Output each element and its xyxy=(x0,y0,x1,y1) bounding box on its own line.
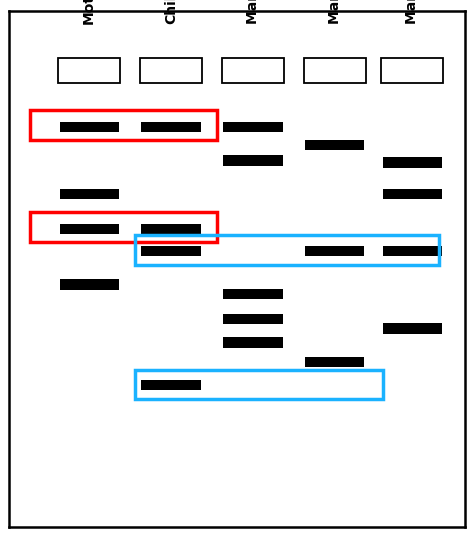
Bar xyxy=(223,155,283,166)
Bar xyxy=(60,122,118,132)
Text: Child: Child xyxy=(164,0,178,24)
Text: Man 3: Man 3 xyxy=(405,0,419,24)
Bar xyxy=(383,158,442,168)
Bar xyxy=(304,58,365,82)
Bar xyxy=(382,58,443,82)
Bar xyxy=(305,140,365,150)
Bar xyxy=(60,189,118,199)
Bar xyxy=(141,122,201,132)
Bar xyxy=(223,337,283,348)
Bar xyxy=(30,110,217,140)
Bar xyxy=(140,58,202,82)
Text: Mother: Mother xyxy=(82,0,96,24)
Bar xyxy=(305,357,365,367)
Bar xyxy=(60,279,118,289)
Bar xyxy=(58,58,120,82)
Bar xyxy=(30,212,217,242)
Bar xyxy=(141,246,201,256)
Bar xyxy=(383,246,442,256)
Bar xyxy=(223,314,283,324)
Bar xyxy=(305,246,365,256)
Bar xyxy=(383,323,442,334)
Bar xyxy=(222,58,283,82)
Bar xyxy=(141,224,201,234)
Bar xyxy=(223,288,283,299)
Bar xyxy=(60,224,118,234)
Text: Man 2: Man 2 xyxy=(328,0,342,24)
Bar xyxy=(383,189,442,199)
Bar xyxy=(135,236,439,265)
Text: Man 1: Man 1 xyxy=(246,0,260,24)
Bar xyxy=(141,380,201,391)
Bar xyxy=(135,370,383,399)
Bar xyxy=(223,122,283,132)
